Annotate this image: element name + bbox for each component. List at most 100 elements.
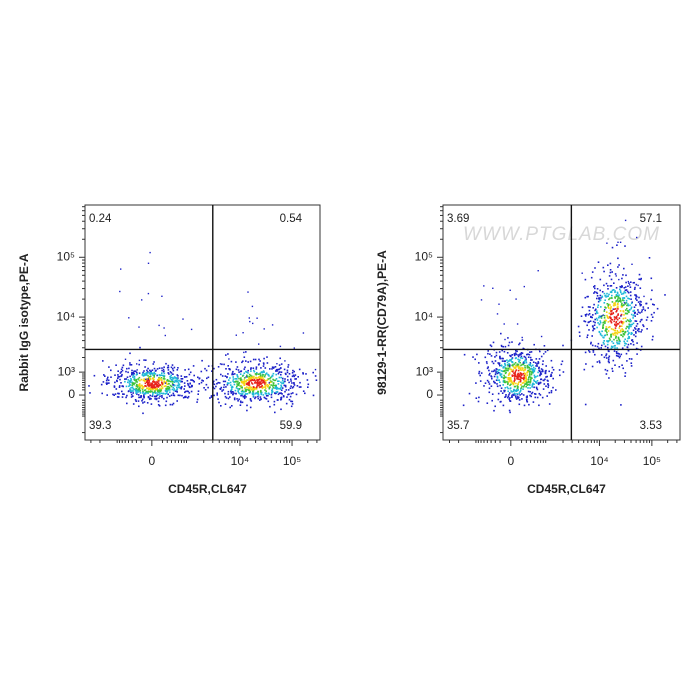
event-dot	[238, 392, 240, 394]
event-dot	[183, 388, 185, 390]
event-dot	[164, 382, 167, 384]
event-dot	[237, 369, 240, 371]
event-dot	[517, 354, 519, 356]
event-dot	[253, 378, 256, 381]
event-dot	[160, 392, 163, 395]
event-dot	[516, 323, 519, 325]
event-dot	[271, 324, 274, 326]
event-dot	[529, 362, 531, 364]
event-dot	[294, 374, 297, 376]
event-dot	[516, 385, 519, 387]
event-dot	[118, 385, 121, 387]
event-dot	[627, 304, 630, 307]
event-dot	[246, 376, 249, 378]
event-dot	[277, 372, 280, 375]
event-dot	[513, 392, 516, 395]
event-dot	[603, 302, 606, 304]
population	[172, 291, 318, 414]
event-dot	[615, 321, 617, 324]
event-dot	[510, 359, 512, 362]
event-dot	[314, 375, 317, 377]
event-dot	[204, 389, 207, 391]
event-dot	[529, 356, 532, 359]
event-dot	[247, 388, 249, 391]
event-dot	[622, 367, 624, 370]
event-dot	[544, 378, 546, 381]
event-dot	[233, 398, 236, 401]
event-dot	[280, 363, 283, 365]
event-dot	[241, 401, 244, 404]
event-dot	[619, 355, 621, 357]
event-dot	[617, 314, 619, 316]
event-dot	[605, 319, 607, 322]
event-dot	[634, 315, 636, 317]
event-dot	[533, 370, 535, 372]
event-dot	[629, 291, 632, 293]
event-dot	[261, 385, 263, 387]
event-dot	[235, 368, 238, 371]
event-dot	[486, 367, 489, 370]
event-dot	[626, 340, 629, 342]
event-dot	[522, 369, 524, 371]
event-dot	[513, 388, 515, 391]
event-dot	[292, 392, 294, 394]
event-dot	[274, 387, 276, 389]
event-dot	[235, 361, 237, 363]
event-dot	[239, 404, 242, 406]
event-dot	[278, 392, 281, 394]
event-dot	[520, 364, 522, 367]
event-dot	[601, 344, 603, 347]
event-dot	[631, 323, 634, 326]
event-dot	[588, 309, 591, 312]
event-dot	[272, 367, 275, 369]
quadrant-value: 3.53	[640, 420, 662, 432]
event-dot	[523, 372, 526, 374]
event-dot	[606, 343, 609, 346]
event-dot	[584, 403, 587, 406]
event-dot	[169, 389, 171, 391]
event-dot	[635, 294, 637, 296]
event-dot	[187, 368, 190, 371]
event-dot	[577, 325, 580, 328]
event-dot	[266, 384, 268, 386]
event-dot	[291, 372, 294, 374]
event-dot	[259, 375, 262, 378]
event-dot	[262, 365, 265, 367]
event-dot	[516, 350, 518, 353]
event-dot	[604, 294, 607, 297]
event-dot	[629, 318, 631, 321]
event-dot	[266, 379, 269, 381]
event-dot	[262, 374, 264, 376]
event-dot	[243, 372, 246, 374]
event-dot	[600, 306, 602, 308]
event-dot	[524, 356, 527, 359]
event-dot	[163, 327, 165, 329]
event-dot	[545, 385, 547, 387]
event-dot	[630, 332, 633, 334]
event-dot	[258, 363, 260, 365]
event-dot	[587, 306, 590, 308]
event-dot	[487, 366, 489, 368]
event-dot	[596, 288, 599, 290]
event-dot	[147, 384, 150, 387]
event-dot	[170, 380, 172, 383]
event-dot	[132, 373, 134, 375]
event-dot	[530, 372, 533, 374]
event-dot	[634, 327, 636, 329]
event-dot	[499, 381, 501, 383]
event-dot	[288, 373, 291, 375]
event-dot	[544, 372, 547, 374]
event-dot	[246, 386, 248, 388]
event-dot	[144, 385, 146, 387]
event-dot	[650, 313, 653, 316]
event-dot	[165, 382, 168, 385]
event-dot	[527, 356, 530, 358]
event-dot	[272, 385, 274, 387]
event-dot	[625, 320, 628, 323]
y-tick-label: 0	[68, 387, 75, 401]
event-dot	[267, 374, 270, 376]
event-dot	[503, 377, 505, 380]
event-dot	[531, 377, 533, 379]
event-dot	[614, 291, 616, 293]
event-dot	[141, 299, 143, 301]
